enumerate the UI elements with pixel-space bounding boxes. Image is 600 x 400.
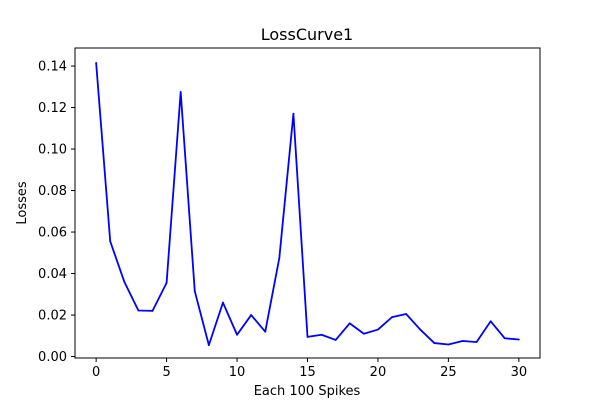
x-tick-label: 20 xyxy=(370,365,387,380)
data-point xyxy=(433,342,436,344)
data-point xyxy=(419,328,422,331)
data-point xyxy=(137,309,140,312)
data-point xyxy=(391,316,393,319)
data-point xyxy=(461,340,464,342)
data-point xyxy=(278,257,281,259)
data-point xyxy=(348,322,351,325)
x-tick-label: 15 xyxy=(299,365,316,380)
chart-title: LossCurve1 xyxy=(261,25,353,44)
data-point xyxy=(475,341,478,343)
y-tick-label: 0.04 xyxy=(38,267,67,282)
x-tick-label: 30 xyxy=(511,365,528,380)
y-tick-label: 0.10 xyxy=(38,143,67,158)
data-point xyxy=(405,313,408,315)
x-tick-label: 5 xyxy=(162,365,170,380)
y-tick-label: 0.08 xyxy=(38,184,67,199)
data-point xyxy=(503,337,506,340)
y-axis-label: Losses xyxy=(15,181,30,225)
data-point xyxy=(377,328,379,331)
x-axis-label: Each 100 Spikes xyxy=(254,384,361,399)
data-point xyxy=(362,332,365,335)
data-point xyxy=(123,280,126,283)
data-point xyxy=(447,343,450,346)
y-tick-label: 0.00 xyxy=(38,350,67,365)
data-point xyxy=(292,112,295,115)
data-point xyxy=(95,62,98,64)
data-point xyxy=(179,91,182,93)
data-point xyxy=(151,309,154,312)
y-tick-label: 0.06 xyxy=(38,226,67,241)
data-point xyxy=(334,339,337,341)
data-point xyxy=(320,333,323,336)
x-tick-label: 25 xyxy=(440,365,457,380)
y-tick-label: 0.12 xyxy=(38,101,67,116)
y-tick-label: 0.14 xyxy=(38,60,67,75)
data-point xyxy=(236,333,238,336)
data-point xyxy=(109,240,112,243)
data-point xyxy=(517,338,520,341)
x-tick-label: 10 xyxy=(229,365,246,380)
y-tick-label: 0.02 xyxy=(38,309,67,324)
data-point xyxy=(193,290,196,293)
data-point xyxy=(222,301,224,304)
data-point xyxy=(489,320,492,323)
data-point xyxy=(306,335,309,338)
data-point xyxy=(264,330,267,333)
data-point xyxy=(165,281,168,284)
x-tick-label: 0 xyxy=(92,365,100,380)
data-point xyxy=(250,314,253,316)
plot-area xyxy=(95,62,520,347)
data-point xyxy=(207,344,210,347)
